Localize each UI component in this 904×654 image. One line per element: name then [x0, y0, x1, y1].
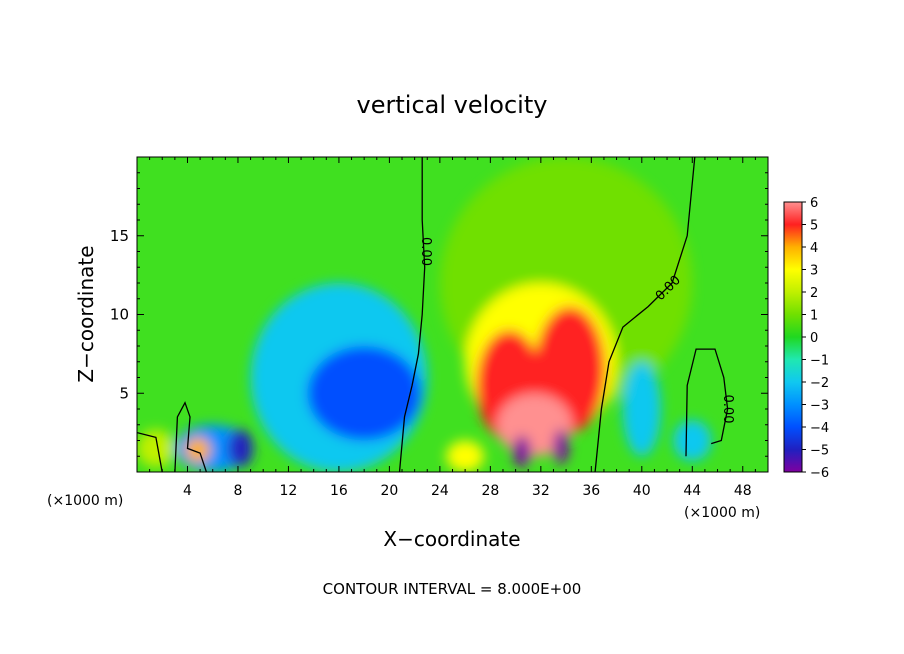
chart-title: vertical velocity: [357, 91, 548, 119]
strong-downdraft-east: [553, 429, 569, 465]
zero-contour-east: [594, 157, 696, 472]
colorbar-tick-label: 4: [810, 241, 818, 256]
colorbar-tick-label: −6: [810, 466, 829, 481]
colorbar-tick-label: 6: [810, 196, 818, 211]
colorbar-tick-label: 3: [810, 264, 818, 279]
y-axis-label: Z−coordinate: [74, 245, 98, 382]
zero-contour-left: [137, 431, 163, 472]
x-tick-label: 44: [683, 483, 701, 499]
y-tick-label: 10: [110, 306, 129, 324]
colorbar-tick-label: 5: [810, 219, 818, 234]
zero-contour-small: [174, 401, 208, 472]
colorbar-tick-label: 1: [810, 309, 818, 324]
x-axis-label: X−coordinate: [383, 527, 520, 551]
x-tick-label: 36: [582, 483, 600, 499]
surface-updraft-left: [137, 429, 175, 468]
x-tick-label: 48: [734, 483, 752, 499]
velocity-field: 0.000.000.00: [137, 157, 735, 472]
downdraft-far-east: [673, 420, 712, 461]
strong-downdraft-west: [513, 435, 531, 468]
contour-label: 0.00: [418, 237, 433, 266]
x-tick-label: 28: [481, 483, 499, 499]
updraft-core-peak: [496, 393, 573, 457]
colorbar-tick-label: 2: [810, 286, 818, 301]
contour-interval-note: CONTOUR INTERVAL = 8.000E+00: [323, 580, 582, 598]
downdraft-east: [622, 361, 661, 457]
colorbar-tick-label: −5: [810, 444, 829, 459]
colorbar-tick-label: −2: [810, 376, 829, 391]
zero-contour-far-east: [685, 348, 729, 457]
x-tick-label: 40: [633, 483, 651, 499]
y-tick-label: 5: [119, 384, 129, 402]
contour-label: 0.00: [720, 395, 735, 424]
x-axis: 4 8 12 16 20 24 28 32 36 40 44 48: [149, 157, 756, 499]
x-tick-label: 16: [330, 483, 348, 499]
colorbar-tick-label: −1: [810, 354, 829, 369]
colorbar-tick-label: 0: [810, 331, 818, 346]
surface-updraft-mid: [446, 440, 485, 472]
x-tick-label: 32: [532, 483, 550, 499]
x-tick-label: 8: [233, 483, 242, 499]
x-tick-label: 20: [380, 483, 398, 499]
colorbar: 6 5 4 3 2 1 0 −1 −2 −3 −4 −5 −6: [783, 196, 829, 481]
x-tick-label: 4: [183, 483, 192, 499]
downdraft-core: [307, 346, 421, 441]
x-tick-label: 24: [431, 483, 449, 499]
y-axis: 5 10 15: [110, 172, 768, 457]
x-unit-right: (×1000 m): [684, 505, 760, 521]
colorbar-fill: [783, 201, 803, 473]
surface-downdraft-core: [227, 429, 254, 468]
x-unit-left: (×1000 m): [47, 493, 123, 509]
colorbar-tick-label: −4: [810, 421, 829, 436]
surface-updraft-small: [184, 437, 211, 463]
x-tick-label: 12: [280, 483, 298, 499]
zero-contour-west: [398, 157, 426, 472]
y-tick-label: 15: [110, 227, 129, 245]
colorbar-tick-label: −3: [810, 399, 829, 414]
